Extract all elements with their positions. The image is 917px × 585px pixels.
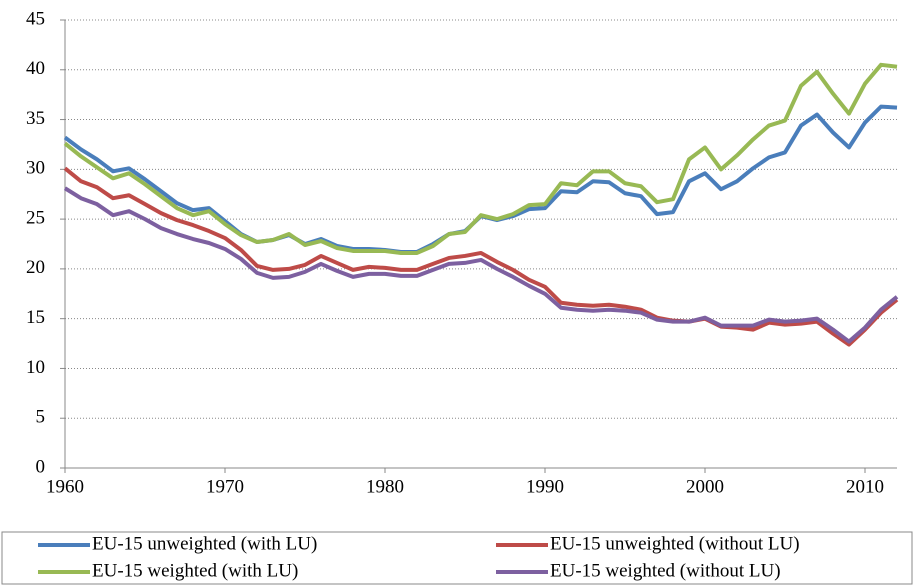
y-tick-label: 5 — [36, 407, 46, 428]
series-line — [63, 186, 899, 344]
series-line — [63, 166, 899, 347]
x-tick-label: 2000 — [686, 476, 724, 497]
y-tick-label: 10 — [26, 357, 45, 378]
y-tick-label: 40 — [26, 58, 45, 79]
series-line — [63, 104, 898, 254]
x-tick-label: 1960 — [46, 476, 84, 497]
y-tick-label: 30 — [26, 158, 45, 179]
y-tick-label: 45 — [26, 8, 45, 29]
y-tick-label: 20 — [26, 257, 45, 278]
x-tick-label: 1970 — [206, 476, 244, 497]
x-tick-label: 1980 — [366, 476, 404, 497]
legend-box — [1, 531, 913, 585]
y-tick-label: 25 — [26, 207, 45, 228]
x-tick-label: 2010 — [846, 476, 884, 497]
legend-label: EU-15 unweighted (with LU) — [92, 533, 317, 554]
legend-label: EU-15 unweighted (without LU) — [550, 533, 800, 554]
y-tick-label: 35 — [26, 108, 45, 129]
legend-label: EU-15 weighted (with LU) — [92, 560, 298, 581]
y-tick-label: 15 — [26, 307, 45, 328]
y-tick-label: 0 — [36, 456, 46, 477]
x-tick-label: 1990 — [526, 476, 564, 497]
legend-label: EU-15 weighted (without LU) — [550, 560, 781, 581]
series-line — [63, 62, 898, 255]
